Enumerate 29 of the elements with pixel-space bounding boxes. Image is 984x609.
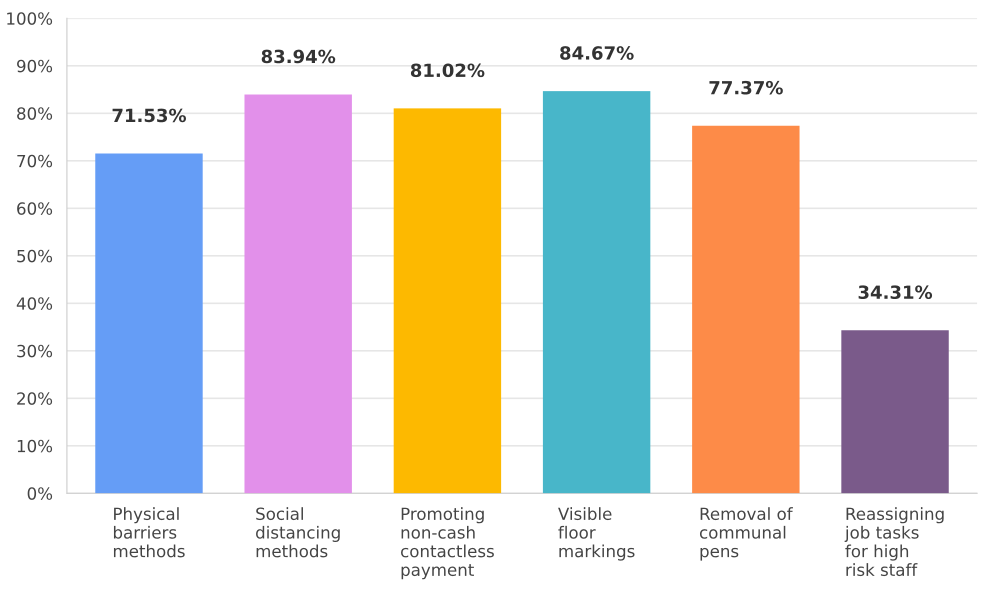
data-label: 77.37% — [709, 80, 783, 94]
y-tick-label: 20% — [17, 392, 52, 405]
bar — [244, 94, 352, 494]
x-tick-label: Removal of communal pens — [700, 507, 793, 561]
data-label: 84.67% — [560, 46, 634, 60]
x-tick-label: Visible floor markings — [558, 507, 635, 561]
y-tick-label: 0% — [28, 487, 52, 500]
data-label: 81.02% — [410, 63, 484, 78]
bar — [394, 108, 502, 494]
x-tick-label: Promoting non-cash contactless payment — [401, 507, 494, 580]
y-tick-label: 30% — [17, 344, 52, 358]
y-tick-label: 50% — [17, 250, 52, 262]
y-tick-label: 70% — [17, 154, 52, 168]
x-tick-label: Reassigning job tasks for high risk staff — [844, 507, 944, 576]
x-tick-label: Physical barriers methods — [114, 507, 185, 558]
data-label: 34.31% — [858, 285, 932, 300]
bar — [95, 154, 203, 494]
y-tick-label: 60% — [17, 202, 52, 215]
y-tick-label: 90% — [17, 60, 52, 72]
bar — [542, 91, 650, 494]
bar — [841, 330, 949, 494]
data-label: 71.53% — [112, 108, 186, 122]
bar — [692, 126, 800, 494]
x-tick-label: Social distancing methods — [256, 507, 340, 558]
y-tick-label: 40% — [16, 297, 52, 310]
y-tick-label: 80% — [17, 107, 52, 120]
data-label: 83.94% — [262, 50, 336, 64]
y-tick-label: 100% — [7, 12, 52, 25]
y-tick-label: 10% — [18, 440, 52, 452]
